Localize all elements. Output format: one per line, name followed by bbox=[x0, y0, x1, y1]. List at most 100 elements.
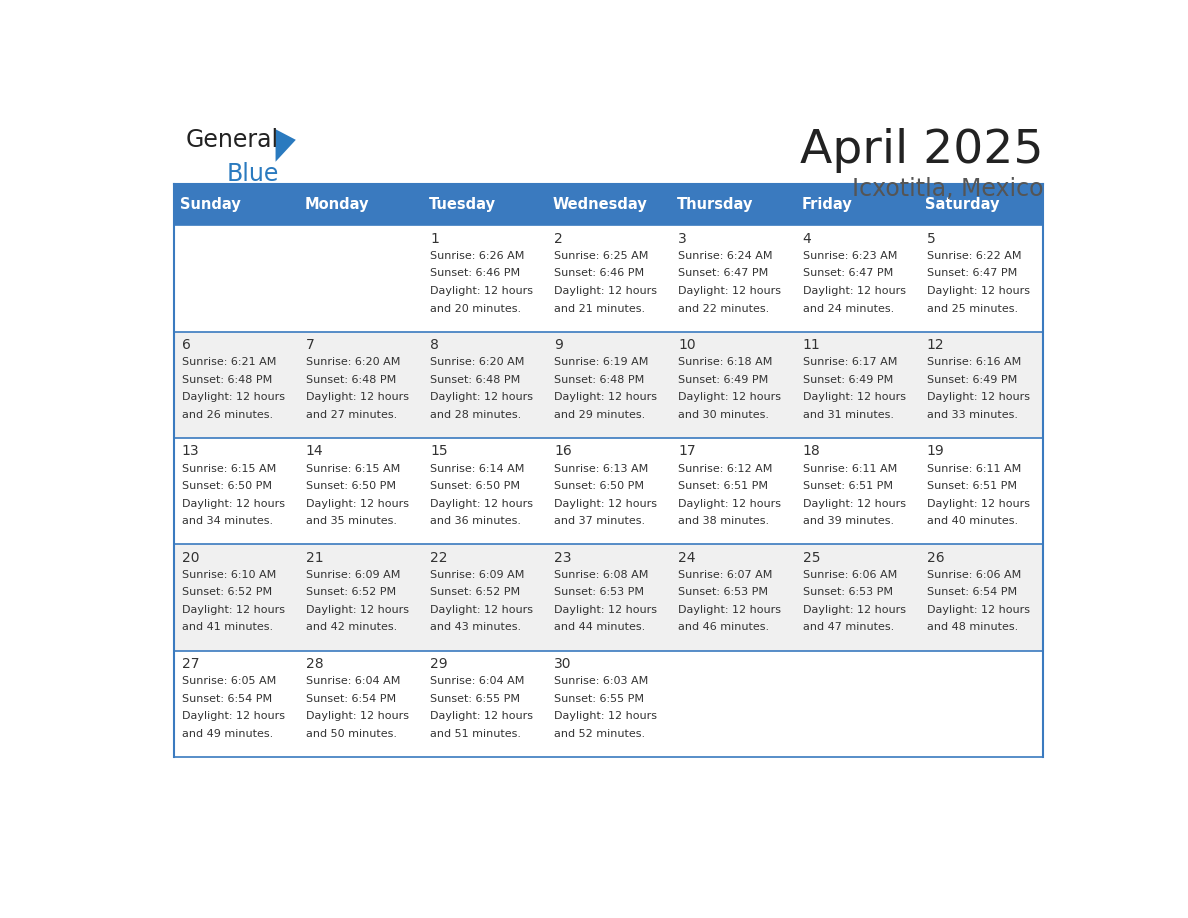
Text: Monday: Monday bbox=[304, 197, 369, 212]
Text: and 39 minutes.: and 39 minutes. bbox=[803, 516, 893, 526]
Text: Daylight: 12 hours: Daylight: 12 hours bbox=[182, 498, 285, 509]
Text: 6: 6 bbox=[182, 338, 190, 353]
Text: 27: 27 bbox=[182, 657, 200, 671]
Text: Daylight: 12 hours: Daylight: 12 hours bbox=[678, 498, 782, 509]
Text: Daylight: 12 hours: Daylight: 12 hours bbox=[927, 286, 1030, 296]
Text: Sunset: 6:51 PM: Sunset: 6:51 PM bbox=[927, 481, 1017, 491]
Text: Sunrise: 6:25 AM: Sunrise: 6:25 AM bbox=[555, 251, 649, 261]
Text: and 31 minutes.: and 31 minutes. bbox=[803, 409, 893, 420]
Text: Sunset: 6:46 PM: Sunset: 6:46 PM bbox=[555, 268, 644, 278]
Text: Sunset: 6:50 PM: Sunset: 6:50 PM bbox=[182, 481, 272, 491]
Text: and 33 minutes.: and 33 minutes. bbox=[927, 409, 1018, 420]
Text: Daylight: 12 hours: Daylight: 12 hours bbox=[182, 711, 285, 722]
Bar bbox=[546, 331, 671, 438]
Text: Sunrise: 6:05 AM: Sunrise: 6:05 AM bbox=[182, 677, 276, 686]
Text: Daylight: 12 hours: Daylight: 12 hours bbox=[803, 392, 905, 402]
Bar bbox=[671, 226, 795, 331]
Text: and 26 minutes.: and 26 minutes. bbox=[182, 409, 273, 420]
Bar bbox=[423, 185, 546, 226]
Bar bbox=[671, 544, 795, 651]
Text: Sunset: 6:47 PM: Sunset: 6:47 PM bbox=[678, 268, 769, 278]
Text: Sunrise: 6:07 AM: Sunrise: 6:07 AM bbox=[678, 570, 772, 580]
Bar bbox=[298, 651, 423, 757]
Text: Daylight: 12 hours: Daylight: 12 hours bbox=[678, 605, 782, 615]
Text: 26: 26 bbox=[927, 551, 944, 565]
Text: Daylight: 12 hours: Daylight: 12 hours bbox=[927, 392, 1030, 402]
Text: and 29 minutes.: and 29 minutes. bbox=[555, 409, 645, 420]
Text: Sunset: 6:48 PM: Sunset: 6:48 PM bbox=[555, 375, 644, 385]
Bar bbox=[298, 185, 423, 226]
Bar bbox=[795, 331, 920, 438]
Bar bbox=[175, 544, 298, 651]
Text: Daylight: 12 hours: Daylight: 12 hours bbox=[803, 286, 905, 296]
Bar bbox=[298, 331, 423, 438]
Text: Sunrise: 6:15 AM: Sunrise: 6:15 AM bbox=[305, 464, 400, 474]
Text: Sunrise: 6:03 AM: Sunrise: 6:03 AM bbox=[555, 677, 649, 686]
Bar bbox=[423, 544, 546, 651]
Text: and 38 minutes.: and 38 minutes. bbox=[678, 516, 770, 526]
Text: Sunrise: 6:22 AM: Sunrise: 6:22 AM bbox=[927, 251, 1022, 261]
Bar bbox=[423, 651, 546, 757]
Text: and 35 minutes.: and 35 minutes. bbox=[305, 516, 397, 526]
Text: 18: 18 bbox=[803, 444, 820, 458]
Text: Daylight: 12 hours: Daylight: 12 hours bbox=[927, 498, 1030, 509]
Bar bbox=[920, 226, 1043, 331]
Text: Sunset: 6:50 PM: Sunset: 6:50 PM bbox=[305, 481, 396, 491]
Text: and 43 minutes.: and 43 minutes. bbox=[430, 622, 522, 633]
Text: Sunset: 6:49 PM: Sunset: 6:49 PM bbox=[927, 375, 1017, 385]
Bar bbox=[546, 544, 671, 651]
Text: Sunset: 6:54 PM: Sunset: 6:54 PM bbox=[182, 694, 272, 704]
Text: Sunrise: 6:09 AM: Sunrise: 6:09 AM bbox=[430, 570, 524, 580]
Text: Daylight: 12 hours: Daylight: 12 hours bbox=[305, 498, 409, 509]
Bar bbox=[175, 331, 298, 438]
Text: Daylight: 12 hours: Daylight: 12 hours bbox=[430, 711, 533, 722]
Text: Icxotitla, Mexico: Icxotitla, Mexico bbox=[852, 177, 1043, 201]
Text: Sunset: 6:53 PM: Sunset: 6:53 PM bbox=[803, 588, 892, 598]
Text: Daylight: 12 hours: Daylight: 12 hours bbox=[430, 605, 533, 615]
Text: Sunrise: 6:24 AM: Sunrise: 6:24 AM bbox=[678, 251, 773, 261]
Text: and 28 minutes.: and 28 minutes. bbox=[430, 409, 522, 420]
Text: 3: 3 bbox=[678, 231, 687, 246]
Text: Daylight: 12 hours: Daylight: 12 hours bbox=[182, 605, 285, 615]
Bar bbox=[175, 438, 298, 544]
Text: Saturday: Saturday bbox=[925, 197, 1000, 212]
Text: and 51 minutes.: and 51 minutes. bbox=[430, 729, 522, 739]
Text: 24: 24 bbox=[678, 551, 696, 565]
Text: Sunset: 6:47 PM: Sunset: 6:47 PM bbox=[927, 268, 1017, 278]
Text: Daylight: 12 hours: Daylight: 12 hours bbox=[678, 392, 782, 402]
Text: Sunset: 6:47 PM: Sunset: 6:47 PM bbox=[803, 268, 893, 278]
Text: 19: 19 bbox=[927, 444, 944, 458]
Bar bbox=[795, 651, 920, 757]
Text: Sunset: 6:55 PM: Sunset: 6:55 PM bbox=[430, 694, 520, 704]
Text: and 40 minutes.: and 40 minutes. bbox=[927, 516, 1018, 526]
Bar bbox=[671, 185, 795, 226]
Text: Sunrise: 6:04 AM: Sunrise: 6:04 AM bbox=[430, 677, 524, 686]
Text: 17: 17 bbox=[678, 444, 696, 458]
Text: 14: 14 bbox=[305, 444, 323, 458]
Bar bbox=[920, 185, 1043, 226]
Text: Friday: Friday bbox=[801, 197, 852, 212]
Text: and 34 minutes.: and 34 minutes. bbox=[182, 516, 273, 526]
Text: Daylight: 12 hours: Daylight: 12 hours bbox=[430, 498, 533, 509]
Text: Sunrise: 6:17 AM: Sunrise: 6:17 AM bbox=[803, 357, 897, 367]
Text: Daylight: 12 hours: Daylight: 12 hours bbox=[555, 286, 657, 296]
Text: Sunset: 6:48 PM: Sunset: 6:48 PM bbox=[430, 375, 520, 385]
Bar bbox=[423, 331, 546, 438]
Text: Sunrise: 6:13 AM: Sunrise: 6:13 AM bbox=[555, 464, 649, 474]
Bar bbox=[671, 331, 795, 438]
Text: Sunset: 6:51 PM: Sunset: 6:51 PM bbox=[678, 481, 769, 491]
Text: and 36 minutes.: and 36 minutes. bbox=[430, 516, 522, 526]
Text: Sunset: 6:50 PM: Sunset: 6:50 PM bbox=[430, 481, 520, 491]
Text: and 49 minutes.: and 49 minutes. bbox=[182, 729, 273, 739]
Text: Daylight: 12 hours: Daylight: 12 hours bbox=[555, 711, 657, 722]
Text: 11: 11 bbox=[803, 338, 820, 353]
Text: and 48 minutes.: and 48 minutes. bbox=[927, 622, 1018, 633]
Text: 25: 25 bbox=[803, 551, 820, 565]
Text: Wednesday: Wednesday bbox=[552, 197, 647, 212]
Text: 2: 2 bbox=[555, 231, 563, 246]
Text: and 44 minutes.: and 44 minutes. bbox=[555, 622, 645, 633]
Text: Sunrise: 6:12 AM: Sunrise: 6:12 AM bbox=[678, 464, 772, 474]
Bar bbox=[298, 226, 423, 331]
Bar bbox=[671, 438, 795, 544]
Text: Sunrise: 6:15 AM: Sunrise: 6:15 AM bbox=[182, 464, 276, 474]
